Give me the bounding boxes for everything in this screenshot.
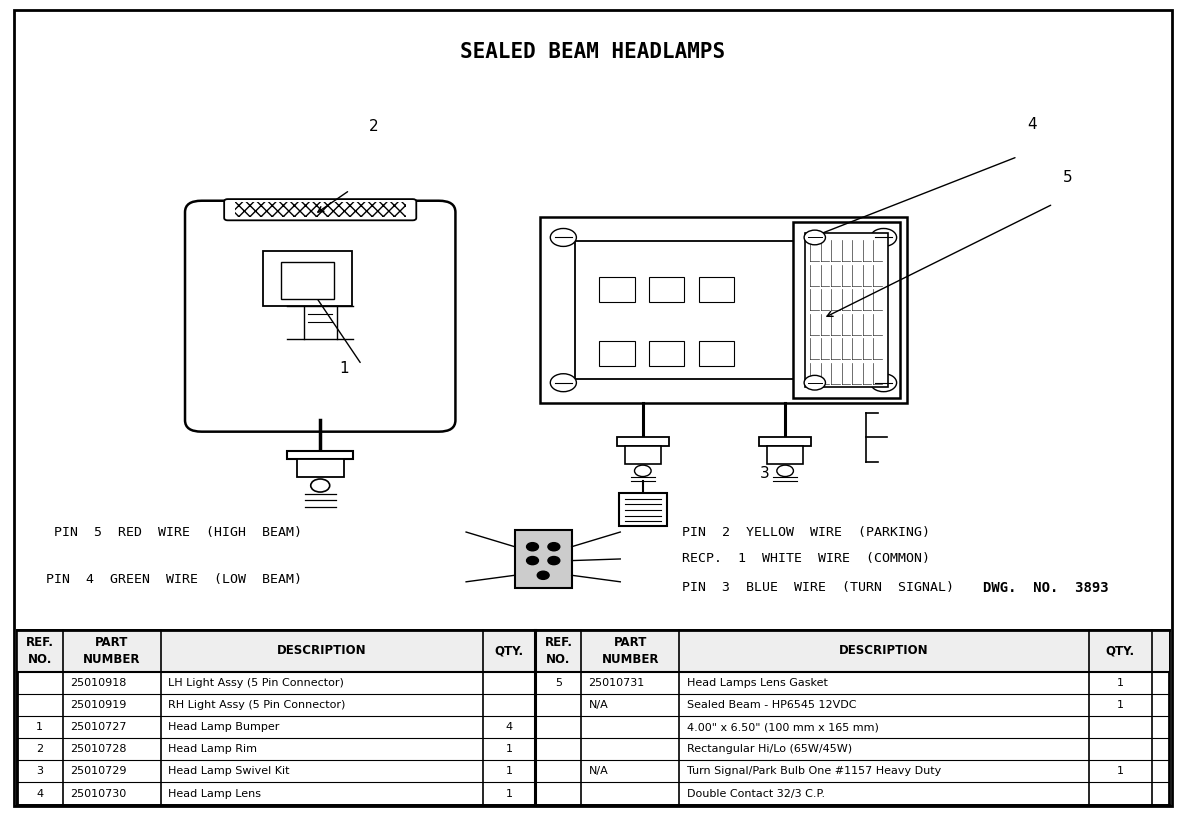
Bar <box>287 451 353 459</box>
Text: 25010919: 25010919 <box>70 700 126 710</box>
Text: Head Lamp Lens: Head Lamp Lens <box>168 788 261 799</box>
Text: 1: 1 <box>506 788 512 799</box>
Bar <box>617 437 669 446</box>
Text: 4: 4 <box>1027 117 1037 131</box>
Text: 1: 1 <box>1117 766 1124 776</box>
Text: RH Light Assy (5 Pin Connector): RH Light Assy (5 Pin Connector) <box>168 700 345 710</box>
Text: 25010729: 25010729 <box>70 766 127 776</box>
Text: 3: 3 <box>36 766 43 776</box>
Circle shape <box>527 557 538 565</box>
Text: 25010730: 25010730 <box>70 788 126 799</box>
Text: DESCRIPTION: DESCRIPTION <box>278 645 366 658</box>
Text: QTY.: QTY. <box>1105 645 1135 658</box>
Text: N/A: N/A <box>588 766 608 776</box>
Text: 4: 4 <box>36 788 43 799</box>
Bar <box>599 277 635 302</box>
Circle shape <box>537 571 549 579</box>
Circle shape <box>804 230 825 245</box>
FancyBboxPatch shape <box>224 199 416 220</box>
Text: Head Lamp Swivel Kit: Head Lamp Swivel Kit <box>168 766 289 776</box>
Text: 1: 1 <box>1117 678 1124 688</box>
Text: PIN  3  BLUE  WIRE  (TURN  SIGNAL): PIN 3 BLUE WIRE (TURN SIGNAL) <box>682 581 954 594</box>
Text: SEALED BEAM HEADLAMPS: SEALED BEAM HEADLAMPS <box>460 42 726 62</box>
Text: Rectangular Hi/Lo (65W/45W): Rectangular Hi/Lo (65W/45W) <box>687 744 852 754</box>
Text: 25010728: 25010728 <box>70 744 127 754</box>
Text: 1: 1 <box>1117 700 1124 710</box>
Circle shape <box>550 374 576 392</box>
Bar <box>759 437 811 446</box>
Text: PART
NUMBER: PART NUMBER <box>83 636 140 666</box>
Text: REF.
NO.: REF. NO. <box>544 636 573 666</box>
Text: 3: 3 <box>760 466 770 481</box>
Bar <box>202 212 231 420</box>
Text: 1: 1 <box>36 722 43 732</box>
Text: Turn Signal/Park Bulb One #1157 Heavy Duty: Turn Signal/Park Bulb One #1157 Heavy Du… <box>687 766 940 776</box>
FancyBboxPatch shape <box>185 201 455 432</box>
Bar <box>599 341 635 366</box>
Bar <box>281 262 334 299</box>
Text: 2: 2 <box>369 119 378 134</box>
Text: 1: 1 <box>506 766 512 776</box>
Text: Double Contact 32/3 C.P.: Double Contact 32/3 C.P. <box>687 788 824 799</box>
Bar <box>296 459 344 477</box>
Text: Head Lamp Rim: Head Lamp Rim <box>168 744 257 754</box>
Text: Head Lamps Lens Gasket: Head Lamps Lens Gasket <box>687 678 828 688</box>
Text: 25010731: 25010731 <box>588 678 645 688</box>
Text: PIN  2  YELLOW  WIRE  (PARKING): PIN 2 YELLOW WIRE (PARKING) <box>682 526 930 539</box>
Bar <box>575 241 796 379</box>
Bar <box>625 446 661 464</box>
Circle shape <box>311 479 330 492</box>
Bar <box>619 493 667 526</box>
Text: Head Lamp Bumper: Head Lamp Bumper <box>168 722 279 732</box>
Text: REF.
NO.: REF. NO. <box>26 636 53 666</box>
Text: PIN  4  GREEN  WIRE  (LOW  BEAM): PIN 4 GREEN WIRE (LOW BEAM) <box>46 573 302 586</box>
Bar <box>263 251 352 306</box>
Bar <box>793 222 900 398</box>
Circle shape <box>527 543 538 551</box>
Bar <box>540 217 907 403</box>
Text: RECP.  1  WHITE  WIRE  (COMMON): RECP. 1 WHITE WIRE (COMMON) <box>682 552 930 565</box>
Circle shape <box>777 465 793 477</box>
Bar <box>699 277 734 302</box>
Text: 4.00" x 6.50" (100 mm x 165 mm): 4.00" x 6.50" (100 mm x 165 mm) <box>687 722 879 732</box>
Bar <box>235 202 406 217</box>
Bar <box>767 446 803 464</box>
Circle shape <box>635 465 651 477</box>
Text: 5: 5 <box>555 678 562 688</box>
Bar <box>649 341 684 366</box>
Circle shape <box>550 228 576 246</box>
Text: 1: 1 <box>506 744 512 754</box>
Text: Sealed Beam - HP6545 12VDC: Sealed Beam - HP6545 12VDC <box>687 700 856 710</box>
Text: 5: 5 <box>1063 170 1072 184</box>
Circle shape <box>871 228 897 246</box>
Bar <box>17 630 1169 672</box>
Circle shape <box>804 375 825 390</box>
Text: 2: 2 <box>36 744 43 754</box>
Text: PIN  5  RED  WIRE  (HIGH  BEAM): PIN 5 RED WIRE (HIGH BEAM) <box>55 526 302 539</box>
Text: 4: 4 <box>506 722 514 732</box>
Bar <box>649 277 684 302</box>
Circle shape <box>548 557 560 565</box>
Text: LH Light Assy (5 Pin Connector): LH Light Assy (5 Pin Connector) <box>168 678 344 688</box>
Bar <box>515 530 572 588</box>
Bar <box>204 215 230 419</box>
Bar <box>699 341 734 366</box>
Text: QTY.: QTY. <box>495 645 524 658</box>
Circle shape <box>871 374 897 392</box>
Text: DESCRIPTION: DESCRIPTION <box>840 645 929 658</box>
Text: 25010727: 25010727 <box>70 722 127 732</box>
Text: N/A: N/A <box>588 700 608 710</box>
Bar <box>17 630 1169 805</box>
Text: 25010918: 25010918 <box>70 678 126 688</box>
Bar <box>805 233 888 387</box>
Text: PART
NUMBER: PART NUMBER <box>601 636 659 666</box>
Text: 1: 1 <box>339 361 349 376</box>
Text: DWG.  NO.  3893: DWG. NO. 3893 <box>983 580 1109 595</box>
Circle shape <box>548 543 560 551</box>
